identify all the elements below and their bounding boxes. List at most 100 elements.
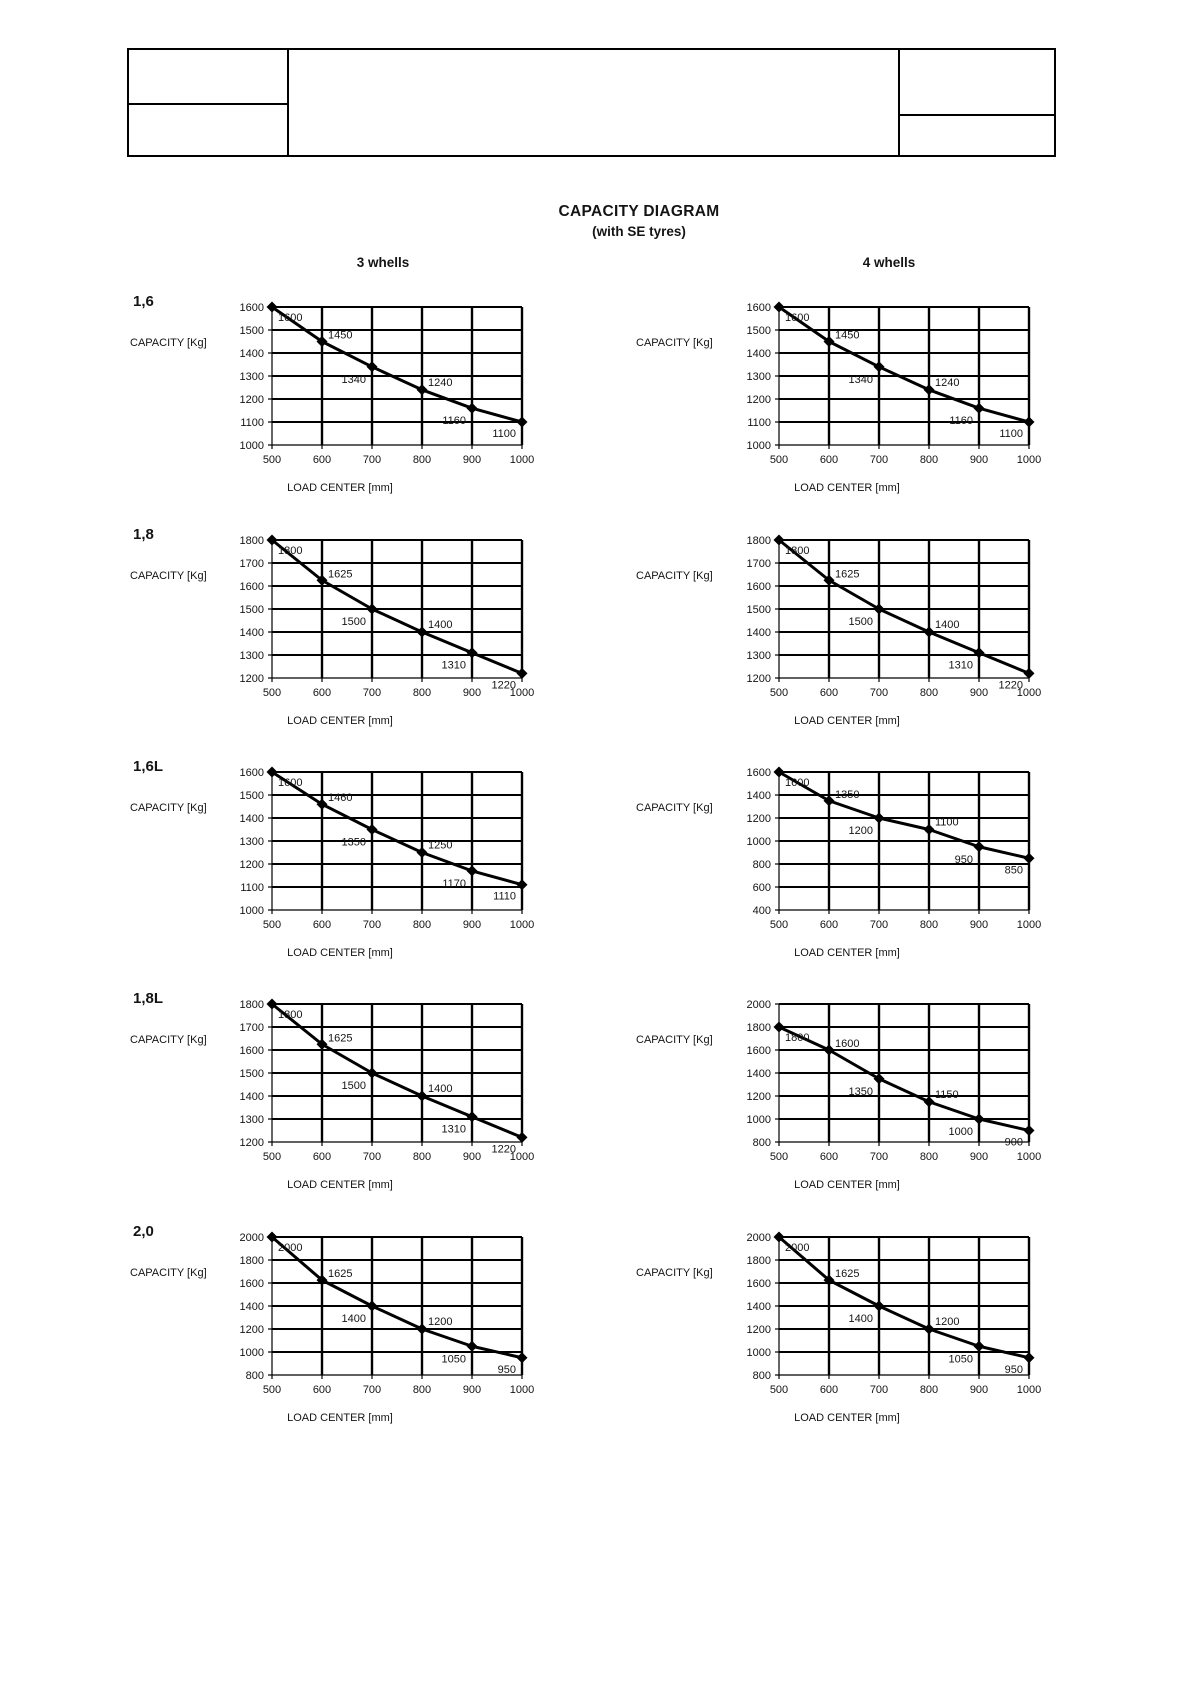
svg-text:1600: 1600 <box>240 767 264 779</box>
point-markers <box>266 301 528 428</box>
svg-text:1600: 1600 <box>240 302 264 314</box>
svg-text:1200: 1200 <box>747 394 771 406</box>
y-axis-tick-labels: 1600 1500 1400 1300 1200 1100 1000 <box>240 767 264 917</box>
capacity-axis-label-20-3w: CAPACITY [Kg] <box>130 1267 207 1279</box>
capacity-chart-18L-4w: 2000 1800 1600 1400 1200 1000 800 500 600 700 800 9… <box>747 999 1042 1163</box>
svg-text:1000: 1000 <box>510 454 534 466</box>
svg-text:1600: 1600 <box>747 767 771 779</box>
svg-text:800: 800 <box>920 919 938 931</box>
svg-text:1800: 1800 <box>747 1255 771 1267</box>
svg-text:600: 600 <box>753 882 771 894</box>
svg-text:1200: 1200 <box>240 673 264 685</box>
point-markers <box>773 534 1035 679</box>
capacity-series-line <box>270 305 524 424</box>
svg-text:1200: 1200 <box>747 1091 771 1103</box>
point-marker <box>823 574 835 586</box>
svg-text:900: 900 <box>970 919 988 931</box>
svg-text:1500: 1500 <box>240 1068 264 1080</box>
point-marker <box>773 1021 785 1033</box>
svg-text:1000: 1000 <box>747 440 771 452</box>
model-label-18L-3w: 1,8L <box>133 990 164 1007</box>
point-label: 1350 <box>849 1086 873 1098</box>
point-label: 1625 <box>328 568 352 580</box>
svg-text:700: 700 <box>870 1151 888 1163</box>
svg-text:1200: 1200 <box>747 673 771 685</box>
x-axis-tick-labels: 500 600 700 800 900 1000 <box>770 454 1041 466</box>
point-label: 1200 <box>428 1316 452 1328</box>
point-label: 1400 <box>342 1313 366 1325</box>
point-marker <box>873 1300 885 1312</box>
svg-text:900: 900 <box>463 454 481 466</box>
point-label: 1340 <box>342 374 366 386</box>
y-axis-tick-labels: 2000 1800 1600 1400 1200 1000 800 <box>747 999 771 1149</box>
svg-text:800: 800 <box>920 1151 938 1163</box>
svg-text:1400: 1400 <box>240 348 264 360</box>
svg-text:500: 500 <box>770 919 788 931</box>
point-labels: 1800 1625 1500 1400 1310 1220 <box>785 545 1023 691</box>
capacity-chart-18-4w: 1800 1700 1600 1500 1400 1300 1200 500 600 700 800… <box>747 534 1041 699</box>
point-label: 1600 <box>785 312 809 324</box>
point-label: 950 <box>955 854 973 866</box>
svg-text:1000: 1000 <box>1017 1151 1041 1163</box>
point-marker <box>923 824 935 835</box>
svg-text:2000: 2000 <box>240 1232 264 1244</box>
svg-text:600: 600 <box>820 1151 838 1163</box>
grid <box>775 771 1031 914</box>
svg-text:1300: 1300 <box>240 650 264 662</box>
svg-text:1800: 1800 <box>747 535 771 547</box>
capacity-series-line <box>270 1002 524 1139</box>
x-axis-tick-labels: 500 600 700 800 900 1000 <box>263 1151 534 1163</box>
svg-text:800: 800 <box>413 454 431 466</box>
point-label: 1625 <box>835 568 859 580</box>
point-label: 1450 <box>835 330 859 342</box>
point-marker <box>923 1323 935 1335</box>
point-markers <box>773 1021 1035 1136</box>
point-label: 1150 <box>935 1089 959 1101</box>
point-marker <box>823 1044 835 1056</box>
svg-text:1500: 1500 <box>747 325 771 337</box>
point-marker <box>316 336 328 347</box>
capacity-series-line <box>777 1235 1031 1360</box>
x-axis-tick-labels: 500 600 700 800 900 1000 <box>770 1384 1041 1396</box>
svg-text:1000: 1000 <box>510 919 534 931</box>
point-label: 1350 <box>342 837 366 849</box>
svg-text:700: 700 <box>363 687 381 699</box>
column-header-3-wheels: 3 whells <box>356 255 410 270</box>
svg-text:500: 500 <box>770 454 788 466</box>
point-markers <box>266 1231 528 1364</box>
svg-text:1000: 1000 <box>747 1114 771 1126</box>
load-center-axis-label-16L-3w: LOAD CENTER [mm] <box>287 947 393 959</box>
point-label: 1400 <box>428 619 452 631</box>
svg-text:600: 600 <box>313 1151 331 1163</box>
svg-text:600: 600 <box>313 919 331 931</box>
point-marker <box>516 416 528 428</box>
svg-text:400: 400 <box>753 905 771 917</box>
svg-text:1700: 1700 <box>240 558 264 570</box>
svg-text:600: 600 <box>313 454 331 466</box>
point-labels: 1800 1625 1500 1400 1310 1220 <box>278 545 516 691</box>
svg-text:900: 900 <box>970 1151 988 1163</box>
load-center-axis-label-20-3w: LOAD CENTER [mm] <box>287 1412 393 1424</box>
point-marker <box>366 824 378 835</box>
svg-text:900: 900 <box>463 1151 481 1163</box>
capacity-series-line <box>270 770 524 887</box>
point-label: 2000 <box>278 1242 302 1254</box>
grid <box>268 1236 524 1379</box>
capacity-series-line <box>270 1235 524 1360</box>
y-axis-tick-labels: 1600 1400 1200 1000 800 600 400 <box>747 767 771 917</box>
load-center-axis-label-18-3w: LOAD CENTER [mm] <box>287 715 393 727</box>
svg-text:1500: 1500 <box>747 604 771 616</box>
point-labels: 1600 1450 1340 1240 1160 1100 <box>278 312 516 440</box>
svg-text:900: 900 <box>463 1384 481 1396</box>
grid <box>775 1003 1031 1146</box>
svg-text:1100: 1100 <box>240 417 264 429</box>
x-axis-tick-labels: 500 600 700 800 900 1000 <box>263 919 534 931</box>
point-label: 1240 <box>428 377 452 389</box>
svg-text:500: 500 <box>263 1151 281 1163</box>
svg-text:1600: 1600 <box>747 302 771 314</box>
y-axis-tick-labels: 2000 1800 1600 1400 1200 1000 800 <box>240 1232 264 1382</box>
point-label: 1220 <box>492 679 516 691</box>
svg-text:1200: 1200 <box>240 1137 264 1149</box>
capacity-axis-label-16L-4w: CAPACITY [Kg] <box>636 802 713 814</box>
capacity-series-line <box>777 770 1031 860</box>
